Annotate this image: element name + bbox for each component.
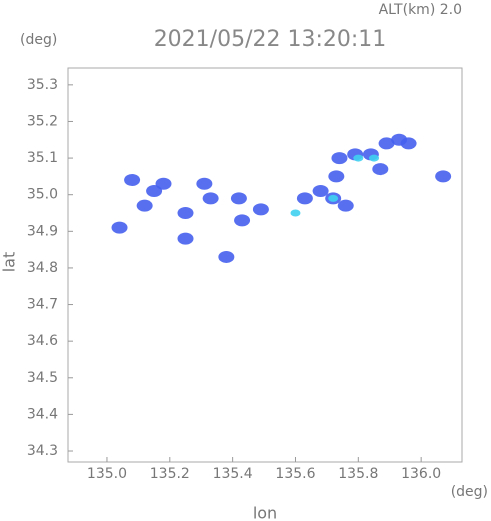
y-tick-label: 34.4 [27,406,58,422]
echo [296,192,313,205]
x-tick-label: 135.8 [338,466,378,482]
echo [337,199,354,212]
echo [328,170,345,183]
echo [177,232,194,245]
y-tick-label: 34.8 [27,260,58,276]
echo [196,177,213,190]
echo [435,170,452,183]
echo [218,250,235,263]
echo [290,209,301,217]
echo [111,221,128,234]
echo [400,137,417,150]
y-tick-label: 34.3 [27,443,58,459]
echo [124,174,141,187]
echo [136,199,153,212]
x-tick-label: 135.0 [87,466,127,482]
plot-frame [67,67,463,463]
echo [369,154,380,162]
x-tick-label: 136.0 [401,466,441,482]
y-tick-label: 35.0 [27,187,58,203]
y-tick-label: 34.6 [27,333,58,349]
x-axis-label: lon [253,504,277,521]
y-tick-label: 34.9 [27,223,58,239]
subtitle: ALT(km) 2.0 [379,2,462,18]
y-tick-label: 34.5 [27,370,58,386]
x-tick-label: 135.6 [275,466,315,482]
echo [328,194,339,202]
y-axis-label: lat [0,252,19,273]
echo [378,137,395,150]
x-unit: (deg) [451,484,488,500]
echo [252,203,269,216]
echo [331,152,348,165]
x-tick-label: 135.2 [150,466,190,482]
y-tick-label: 35.2 [27,113,58,129]
x-tick-label: 135.4 [213,466,253,482]
echo [155,177,172,190]
echo [234,214,251,227]
chart-title: 2021/05/22 13:20:11 [154,27,387,52]
echo [202,192,219,205]
y-tick-label: 35.1 [27,150,58,166]
y-tick-label: 35.3 [27,77,58,93]
echo [230,192,247,205]
echo [372,163,389,176]
y-unit: (deg) [20,32,57,48]
echo [353,154,364,162]
y-tick-label: 34.7 [27,297,58,313]
echo [312,185,329,198]
echo [177,207,194,220]
